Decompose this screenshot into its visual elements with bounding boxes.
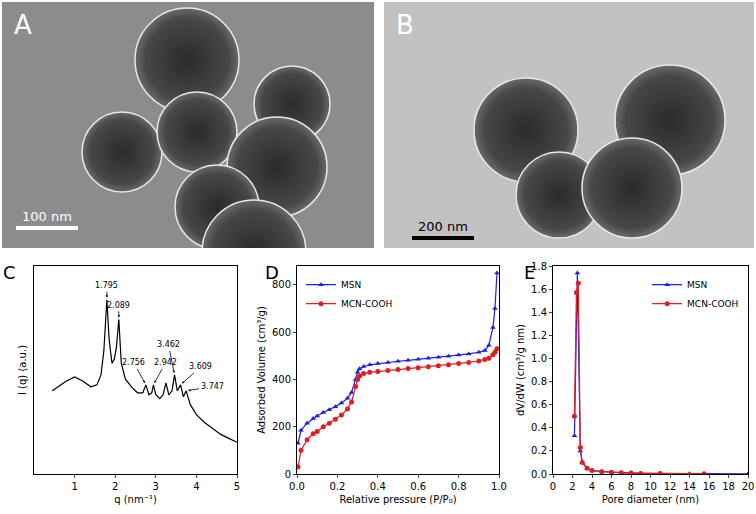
svg-text:0.8: 0.8 bbox=[451, 481, 467, 492]
svg-text:dV/dW (cm³/g nm): dV/dW (cm³/g nm) bbox=[515, 324, 526, 416]
svg-text:16: 16 bbox=[703, 481, 716, 492]
svg-text:400: 400 bbox=[272, 374, 291, 385]
svg-text:0.0: 0.0 bbox=[289, 481, 305, 492]
svg-text:0.6: 0.6 bbox=[410, 481, 426, 492]
svg-text:4: 4 bbox=[193, 481, 199, 492]
svg-text:1.4: 1.4 bbox=[531, 307, 547, 318]
svg-text:0.0: 0.0 bbox=[531, 469, 547, 480]
svg-text:A: A bbox=[14, 10, 32, 40]
svg-text:0.2: 0.2 bbox=[531, 445, 547, 456]
svg-text:MSN: MSN bbox=[687, 280, 707, 290]
svg-text:q (nm⁻¹): q (nm⁻¹) bbox=[114, 494, 157, 505]
svg-text:2: 2 bbox=[569, 481, 575, 492]
svg-text:Adsorbed Volume (cm³/g): Adsorbed Volume (cm³/g) bbox=[256, 306, 267, 434]
svg-text:20: 20 bbox=[742, 481, 755, 492]
svg-text:0.6: 0.6 bbox=[531, 399, 547, 410]
svg-text:2.089: 2.089 bbox=[107, 301, 130, 310]
svg-text:0.4: 0.4 bbox=[531, 422, 547, 433]
svg-text:3.462: 3.462 bbox=[157, 340, 180, 349]
svg-text:MCN-COOH: MCN-COOH bbox=[687, 299, 738, 309]
svg-text:MCN-COOH: MCN-COOH bbox=[341, 299, 392, 309]
svg-text:2.756: 2.756 bbox=[122, 358, 145, 367]
svg-text:3: 3 bbox=[153, 481, 159, 492]
svg-text:0.4: 0.4 bbox=[370, 481, 386, 492]
svg-text:800: 800 bbox=[272, 279, 291, 290]
svg-text:3.747: 3.747 bbox=[201, 382, 224, 391]
svg-text:3.609: 3.609 bbox=[189, 362, 212, 371]
svg-text:12: 12 bbox=[664, 481, 677, 492]
svg-text:100 nm: 100 nm bbox=[22, 209, 72, 224]
svg-text:8: 8 bbox=[628, 481, 634, 492]
svg-text:18: 18 bbox=[722, 481, 735, 492]
svg-text:14: 14 bbox=[683, 481, 696, 492]
svg-text:Relative pressure (P/P₀): Relative pressure (P/P₀) bbox=[339, 494, 456, 505]
svg-text:6: 6 bbox=[608, 481, 614, 492]
svg-text:1: 1 bbox=[71, 481, 77, 492]
svg-text:1.8: 1.8 bbox=[531, 261, 547, 272]
svg-text:5: 5 bbox=[234, 481, 240, 492]
svg-text:Pore diameter (nm): Pore diameter (nm) bbox=[602, 494, 700, 505]
svg-text:C: C bbox=[3, 262, 16, 283]
svg-text:0.8: 0.8 bbox=[531, 376, 547, 387]
svg-text:1.6: 1.6 bbox=[531, 284, 547, 295]
svg-text:0: 0 bbox=[285, 469, 291, 480]
svg-text:200 nm: 200 nm bbox=[418, 219, 468, 234]
svg-text:1.2: 1.2 bbox=[531, 330, 547, 341]
svg-text:200: 200 bbox=[272, 421, 291, 432]
svg-text:I (q) (a.u.): I (q) (a.u.) bbox=[17, 345, 28, 395]
svg-text:0.2: 0.2 bbox=[329, 481, 345, 492]
svg-text:2: 2 bbox=[112, 481, 118, 492]
svg-text:2.942: 2.942 bbox=[154, 358, 177, 367]
svg-text:B: B bbox=[396, 10, 414, 40]
svg-text:MSN: MSN bbox=[341, 280, 361, 290]
svg-text:1.795: 1.795 bbox=[95, 281, 118, 290]
svg-text:E: E bbox=[524, 262, 535, 283]
svg-text:600: 600 bbox=[272, 327, 291, 338]
svg-text:0: 0 bbox=[550, 481, 556, 492]
svg-text:D: D bbox=[265, 262, 279, 283]
svg-text:1.0: 1.0 bbox=[531, 353, 547, 364]
svg-text:10: 10 bbox=[644, 481, 657, 492]
svg-text:1.0: 1.0 bbox=[491, 481, 507, 492]
svg-text:4: 4 bbox=[589, 481, 595, 492]
